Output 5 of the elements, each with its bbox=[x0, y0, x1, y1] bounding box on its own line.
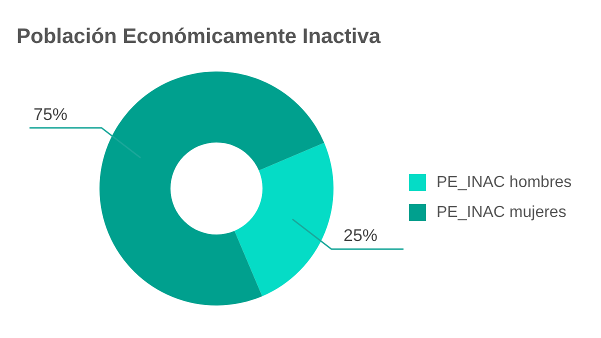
chart-title: Población Económicamente Inactiva bbox=[16, 25, 381, 48]
legend-label: PE_INAC hombres bbox=[436, 174, 572, 191]
data-label: 25% bbox=[344, 226, 378, 246]
legend-label: PE_INAC mujeres bbox=[436, 204, 566, 221]
data-label: 75% bbox=[34, 104, 68, 124]
